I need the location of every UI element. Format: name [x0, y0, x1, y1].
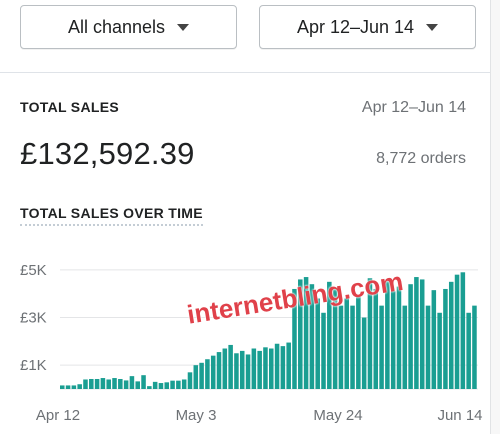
chart-title[interactable]: TOTAL SALES OVER TIME	[20, 205, 203, 226]
chart-bar	[187, 372, 193, 389]
chart-bar	[303, 277, 309, 389]
chart-bar	[199, 362, 204, 389]
chart-bar	[135, 381, 141, 389]
chevron-down-icon	[426, 23, 439, 31]
x-tick-label: Apr 12	[36, 407, 80, 424]
chart-bar	[71, 385, 77, 389]
chart-bar	[367, 278, 373, 389]
channel-filter-button[interactable]: All channels	[20, 5, 237, 49]
chart-bar	[373, 288, 379, 389]
chart-bar	[251, 348, 257, 389]
chart-bar	[390, 291, 396, 389]
chart-bar	[164, 382, 170, 389]
y-tick-label: £5K	[20, 262, 47, 279]
chart-bar	[118, 378, 123, 389]
sales-chart: £1K £3K £5K Apr 12 May 3 May 24 Jun 14	[20, 262, 483, 424]
chart-bar	[263, 347, 268, 389]
chart-bar	[414, 277, 419, 389]
chart-bar	[437, 312, 442, 389]
chart-bar	[147, 386, 152, 389]
chart-bar	[239, 350, 245, 389]
chart-bar	[193, 365, 199, 389]
chevron-down-icon	[177, 23, 190, 31]
chart-bar	[286, 342, 291, 389]
chart-bar	[112, 378, 117, 389]
chart-bar	[181, 379, 187, 389]
chart-bar	[431, 290, 437, 389]
chart-bar	[425, 305, 431, 389]
chart-bar	[123, 380, 129, 389]
chart-bar	[234, 353, 239, 389]
chart-bar	[77, 384, 82, 389]
chart-bar	[89, 378, 94, 389]
chart-bar	[443, 288, 448, 389]
chart-bar	[396, 286, 402, 389]
chart-bar	[466, 312, 471, 389]
chart-bar	[129, 376, 135, 389]
chart-bar	[257, 350, 262, 389]
chart-bar	[379, 305, 384, 389]
chart-bar	[269, 348, 274, 389]
chart-bar	[460, 272, 466, 389]
channel-filter-label: All channels	[67, 16, 166, 37]
x-tick-label: May 3	[176, 407, 217, 424]
chart-bar	[170, 380, 175, 389]
x-tick-label: Jun 14	[437, 407, 482, 424]
chart-bar	[385, 279, 390, 389]
chart-bar	[176, 380, 181, 389]
chart-bars	[60, 272, 477, 389]
chart-bar	[402, 305, 408, 389]
chart-bar	[60, 385, 65, 389]
chart-bar	[321, 312, 326, 389]
chart-bar	[152, 381, 158, 389]
chart-bar	[454, 274, 460, 389]
chart-bar	[205, 359, 210, 389]
chart-bar	[83, 379, 88, 389]
chart-bar	[141, 375, 146, 389]
chart-bar	[408, 284, 413, 389]
total-sales-label: TOTAL SALES	[20, 99, 119, 115]
chart-bar	[210, 355, 216, 389]
date-filter-label: Apr 12–Jun 14	[296, 16, 415, 37]
chart-bar	[65, 385, 71, 389]
chart-bar	[292, 288, 297, 389]
chart-bar	[274, 343, 280, 389]
y-tick-label: £3K	[20, 310, 47, 327]
divider	[0, 72, 490, 73]
chart-bar	[419, 279, 425, 389]
total-sales-value: £132,592.39	[20, 136, 195, 171]
chart-bar	[338, 305, 344, 389]
chart-bar	[280, 346, 286, 389]
chart-bar	[228, 344, 233, 389]
chart-bar	[298, 279, 303, 389]
x-axis-labels: Apr 12 May 3 May 24 Jun 14	[36, 407, 483, 424]
chart-bar	[100, 378, 106, 389]
chart-bar	[222, 348, 228, 389]
chart-bar	[356, 296, 361, 389]
chart-bar	[350, 305, 355, 389]
chart-bar	[158, 383, 164, 389]
orders-count: 8,772 orders	[376, 150, 466, 167]
chart-bar	[315, 298, 320, 389]
chart-bar	[344, 298, 350, 389]
chart-bar	[216, 352, 222, 389]
y-axis-labels: £1K £3K £5K	[20, 262, 47, 374]
y-tick-label: £1K	[20, 357, 47, 374]
chart-bar	[332, 288, 338, 389]
summary-date-range: Apr 12–Jun 14	[361, 99, 466, 116]
date-filter-button[interactable]: Apr 12–Jun 14	[259, 5, 476, 49]
chart-bar	[361, 317, 367, 389]
chart-bar	[106, 379, 111, 389]
chart-bar	[245, 354, 251, 389]
chart-bar	[309, 284, 315, 389]
x-tick-label: May 24	[313, 407, 362, 424]
chart-bar	[472, 305, 477, 389]
chart-bar	[94, 378, 100, 389]
chart-bar	[448, 281, 454, 389]
chart-bar	[327, 281, 332, 389]
